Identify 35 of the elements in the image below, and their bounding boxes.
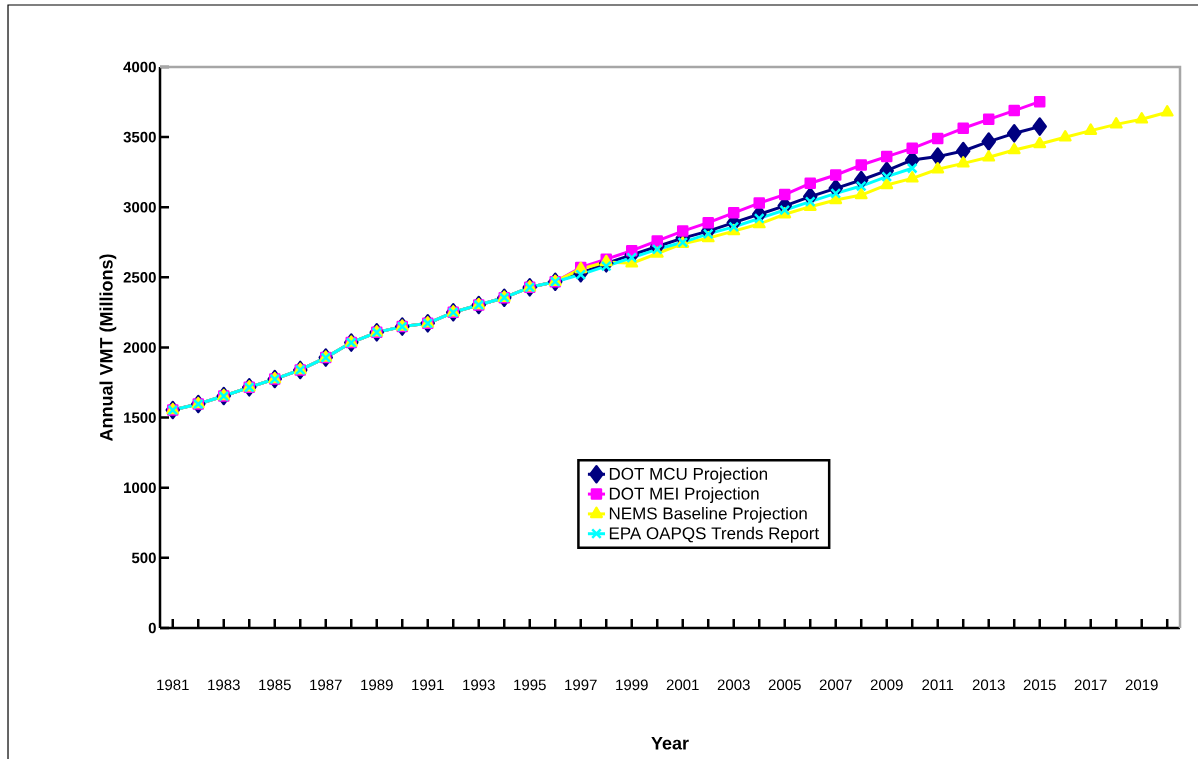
y-tick-label: 4000 [123, 61, 156, 73]
y-tick-label: 3000 [123, 201, 156, 213]
x-tick-label: 2015 [1023, 679, 1056, 691]
x-tick-label: 1981 [157, 679, 189, 691]
x-tick-label: 1991 [412, 679, 444, 691]
y-tick-label: 2000 [123, 342, 156, 353]
legend-label: EPA OAPQS Trends Report [609, 526, 820, 543]
x-tick-label: 1997 [565, 679, 597, 691]
x-tick-label: 1995 [514, 679, 546, 691]
x-tick-label: 1993 [463, 679, 495, 691]
x-tick-label: 2003 [717, 679, 750, 691]
x-tick-label: 2001 [666, 679, 699, 691]
y-axis-title: Annual VMT (Millions) [99, 254, 117, 442]
x-tick-label: 1985 [259, 679, 291, 691]
x-tick-label: 2009 [870, 679, 903, 691]
y-tick-label: 2500 [123, 272, 156, 283]
x-tick-label: 2019 [1125, 679, 1158, 691]
y-tick-label: 1000 [124, 482, 156, 494]
legend-label: NEMS Baseline Projection [609, 507, 807, 523]
x-tick-label: 2011 [922, 679, 954, 691]
y-tick-label: 3500 [123, 131, 156, 143]
y-tick-label: 500 [131, 552, 156, 564]
x-tick-label: 1983 [208, 679, 240, 691]
legend-label: DOT MCU Projection [609, 467, 767, 484]
y-tick-label: 0 [148, 622, 156, 634]
y-tick-label: 1500 [124, 412, 156, 423]
x-tick-label: 2005 [768, 679, 801, 691]
x-tick-label: 1989 [361, 679, 393, 691]
x-tick-label: 2013 [972, 679, 1005, 691]
x-tick-label: 2007 [819, 679, 852, 691]
x-tick-label: 1987 [310, 679, 342, 691]
x-tick-label: 1999 [616, 679, 648, 691]
x-tick-label: 2017 [1074, 679, 1107, 691]
x-axis-title: Year [651, 737, 689, 750]
legend-label: DOT MEI Projection [609, 487, 759, 504]
